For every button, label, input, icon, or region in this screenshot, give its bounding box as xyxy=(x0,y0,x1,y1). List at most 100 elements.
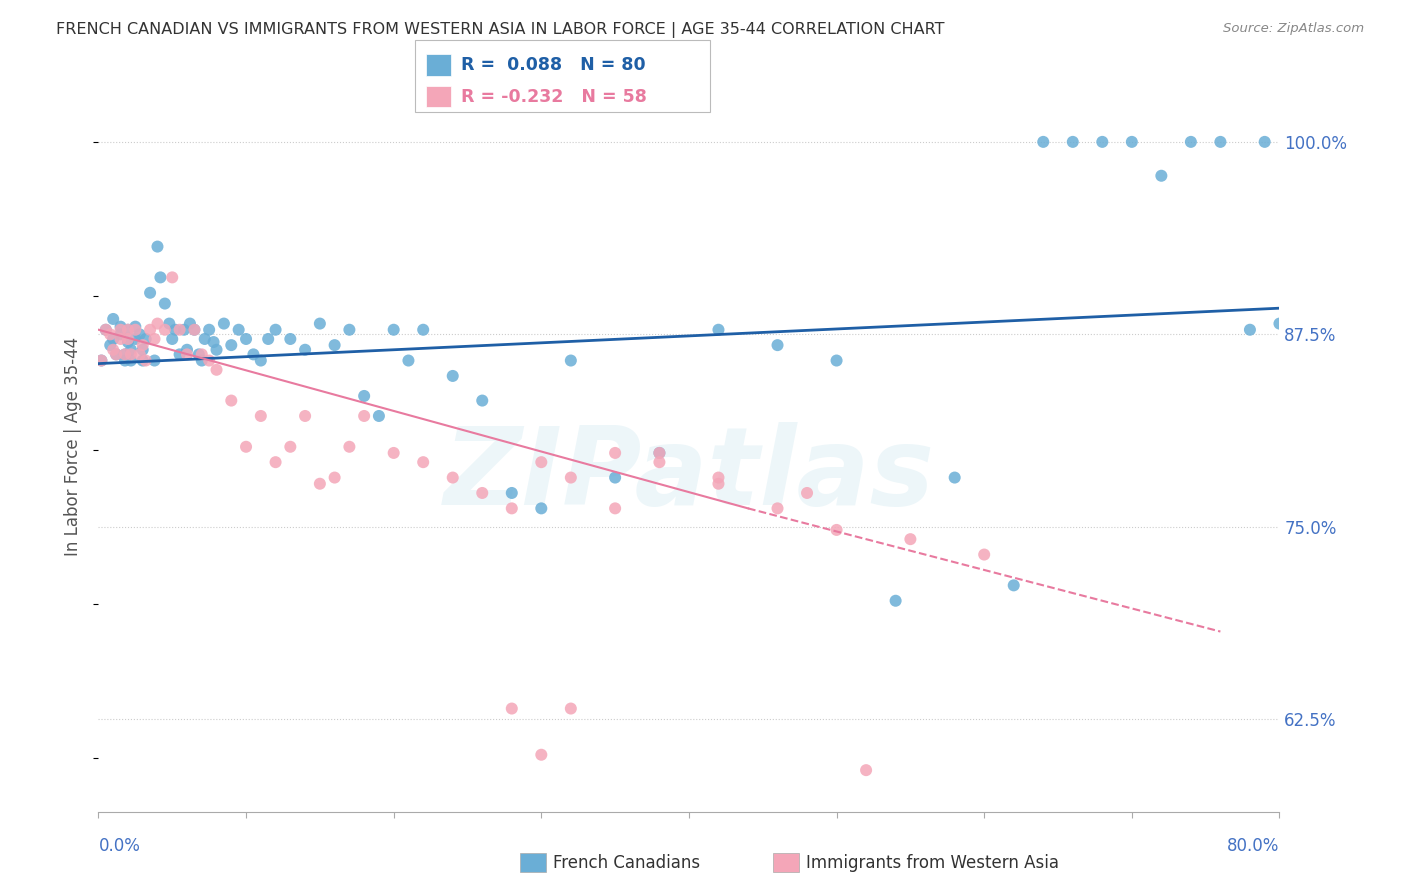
Point xyxy=(501,501,523,516)
Point xyxy=(242,347,264,361)
Point xyxy=(90,353,112,368)
Point xyxy=(235,332,257,346)
Point xyxy=(825,353,848,368)
Text: R = -0.232   N = 58: R = -0.232 N = 58 xyxy=(461,87,647,105)
Point xyxy=(1150,169,1173,183)
Point xyxy=(105,347,128,361)
Point xyxy=(114,347,136,361)
Point xyxy=(368,409,391,423)
Point xyxy=(530,455,553,469)
Point xyxy=(135,353,157,368)
Point xyxy=(412,323,434,337)
Point xyxy=(202,334,225,349)
Point xyxy=(396,353,419,368)
Point xyxy=(339,440,360,454)
Point xyxy=(98,327,121,342)
Point xyxy=(105,347,128,361)
Point xyxy=(114,353,136,368)
Point xyxy=(382,446,405,460)
Point xyxy=(198,323,221,337)
Point xyxy=(323,338,346,352)
Point xyxy=(169,323,191,337)
Point xyxy=(176,347,198,361)
Point xyxy=(1268,317,1291,331)
Point xyxy=(135,332,157,346)
Point xyxy=(501,486,523,500)
Point xyxy=(120,347,142,361)
Point xyxy=(228,323,250,337)
Point xyxy=(943,470,966,484)
Point xyxy=(176,343,198,357)
Point xyxy=(257,332,280,346)
Point xyxy=(183,323,205,337)
Point xyxy=(94,323,117,337)
Point xyxy=(441,368,464,383)
Point xyxy=(1239,323,1261,337)
Point xyxy=(110,332,132,346)
Point xyxy=(132,353,155,368)
Point xyxy=(309,476,332,491)
Point xyxy=(139,323,162,337)
Point xyxy=(339,323,360,337)
Point xyxy=(1209,135,1232,149)
Point xyxy=(884,593,907,607)
Point xyxy=(90,353,112,368)
Point xyxy=(132,338,155,352)
Point xyxy=(530,747,553,762)
Point xyxy=(1121,135,1143,149)
Point xyxy=(1002,578,1025,592)
Point xyxy=(139,285,162,300)
Text: 80.0%: 80.0% xyxy=(1227,837,1279,855)
Point xyxy=(219,393,242,408)
Point xyxy=(648,446,671,460)
Point xyxy=(153,323,176,337)
Point xyxy=(103,332,125,346)
Point xyxy=(1062,135,1084,149)
Point xyxy=(605,446,627,460)
Point xyxy=(165,323,187,337)
Point xyxy=(169,347,191,361)
Point xyxy=(157,317,180,331)
Point xyxy=(128,327,150,342)
Point xyxy=(153,296,176,310)
Point xyxy=(560,353,582,368)
Point xyxy=(114,347,136,361)
Text: ZIPatlas: ZIPatlas xyxy=(443,422,935,528)
Point xyxy=(250,409,273,423)
Point xyxy=(766,338,789,352)
Point xyxy=(143,332,166,346)
Point xyxy=(441,470,464,484)
Point xyxy=(124,332,146,346)
Point xyxy=(353,389,375,403)
Point xyxy=(191,353,214,368)
Point xyxy=(825,523,848,537)
Point xyxy=(146,317,169,331)
Point xyxy=(162,332,183,346)
Text: FRENCH CANADIAN VS IMMIGRANTS FROM WESTERN ASIA IN LABOR FORCE | AGE 35-44 CORRE: FRENCH CANADIAN VS IMMIGRANTS FROM WESTE… xyxy=(56,22,945,38)
Point xyxy=(278,332,302,346)
Point xyxy=(117,323,139,337)
Point xyxy=(149,270,172,285)
Point xyxy=(110,323,132,337)
Point xyxy=(855,763,877,777)
Point xyxy=(605,470,627,484)
Point xyxy=(110,319,132,334)
Point xyxy=(120,343,142,357)
Point xyxy=(162,270,183,285)
Point xyxy=(796,486,818,500)
Y-axis label: In Labor Force | Age 35-44: In Labor Force | Age 35-44 xyxy=(65,336,83,556)
Point xyxy=(471,393,494,408)
Point xyxy=(110,327,132,342)
Point xyxy=(250,353,273,368)
Text: Immigrants from Western Asia: Immigrants from Western Asia xyxy=(806,855,1059,872)
Point xyxy=(94,323,117,337)
Point xyxy=(120,353,142,368)
Point xyxy=(501,701,523,715)
Point xyxy=(183,323,205,337)
Point xyxy=(194,332,217,346)
Point xyxy=(323,470,346,484)
Text: R =  0.088   N = 80: R = 0.088 N = 80 xyxy=(461,56,645,74)
Point xyxy=(173,323,195,337)
Point xyxy=(605,501,627,516)
Point xyxy=(294,409,316,423)
